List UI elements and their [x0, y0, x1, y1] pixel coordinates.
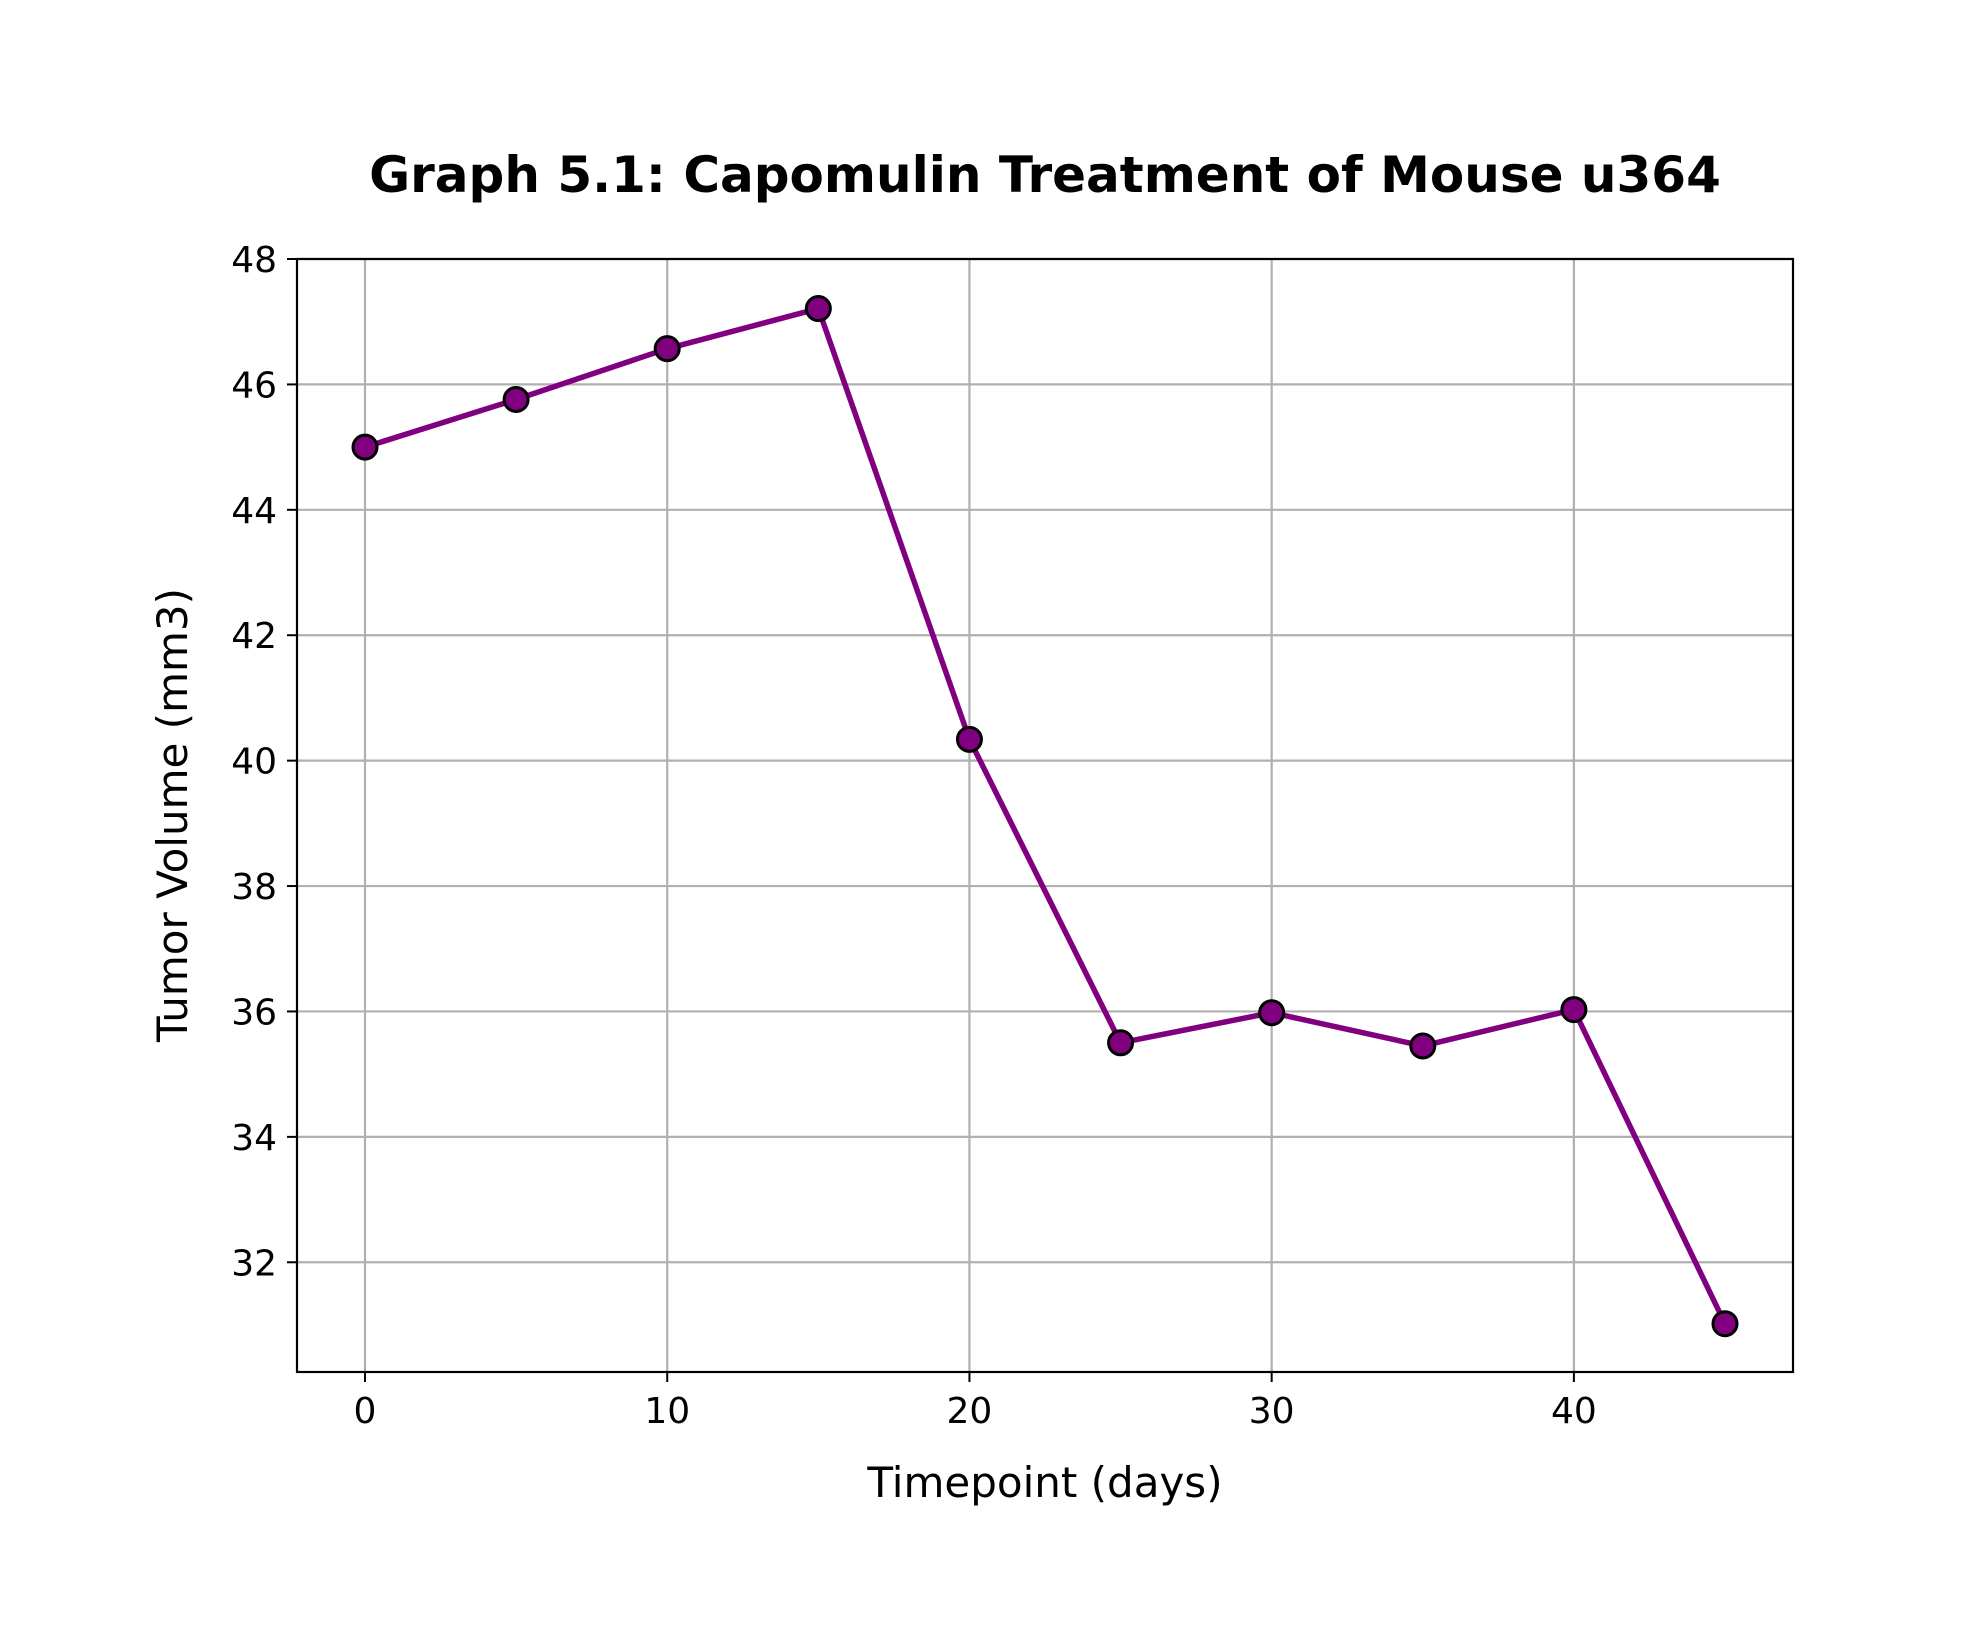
y-tick-label: 38 — [231, 867, 277, 908]
x-tick-label: 30 — [1249, 1391, 1295, 1432]
x-tick-label: 10 — [644, 1391, 690, 1432]
chart-title: Graph 5.1: Capomulin Treatment of Mouse … — [369, 146, 1721, 204]
x-tick-label: 40 — [1551, 1391, 1597, 1432]
y-axis-ticks: 32 34 36 38 40 42 44 46 48 — [231, 240, 297, 1284]
axes-frame — [295, 257, 1795, 1374]
x-tick-label: 20 — [947, 1391, 993, 1432]
y-tick-label: 36 — [231, 992, 277, 1033]
y-tick-label: 34 — [231, 1118, 277, 1159]
x-tick-label: 0 — [354, 1391, 377, 1432]
y-tick-label: 40 — [231, 742, 277, 783]
y-tick-label: 32 — [231, 1243, 277, 1284]
y-tick-label: 44 — [231, 491, 277, 532]
data-point — [804, 295, 832, 323]
x-axis-label: Timepoint (days) — [866, 1458, 1222, 1507]
data-point — [1258, 999, 1286, 1027]
y-tick-label: 42 — [231, 616, 277, 657]
x-axis-ticks: 0 10 20 30 40 — [354, 1372, 1597, 1432]
series-layer — [351, 295, 1739, 1338]
data-point — [351, 433, 379, 461]
y-axis-label: Tumor Volume (mm3) — [148, 588, 197, 1043]
data-point — [653, 335, 681, 363]
y-tick-label: 46 — [231, 365, 277, 406]
data-point — [1711, 1310, 1739, 1338]
series-line — [362, 305, 1728, 1327]
y-tick-label: 48 — [231, 240, 277, 281]
data-point — [502, 385, 530, 413]
data-point — [1107, 1029, 1135, 1057]
data-point — [955, 725, 983, 753]
data-point — [1560, 996, 1588, 1024]
data-point — [1409, 1032, 1437, 1060]
grid-lines — [297, 257, 1793, 1372]
